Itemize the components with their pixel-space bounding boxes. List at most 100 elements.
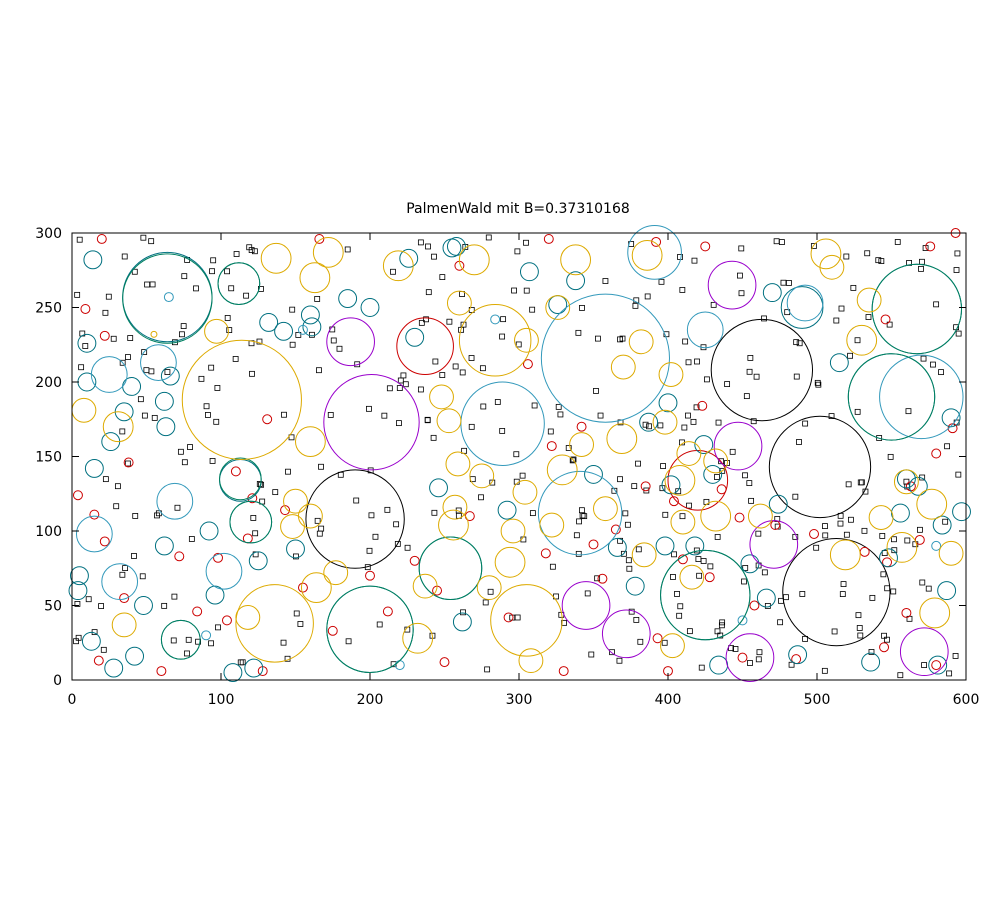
tree-circle bbox=[560, 244, 592, 276]
tree-marker bbox=[879, 533, 886, 539]
tree-marker bbox=[549, 563, 556, 570]
tree-circle bbox=[300, 572, 332, 604]
tree-marker bbox=[555, 403, 562, 410]
tree-marker bbox=[642, 421, 649, 428]
tree-circle bbox=[326, 317, 375, 367]
tree-marker bbox=[396, 385, 403, 391]
tree-circle bbox=[205, 585, 225, 605]
tree-circle bbox=[694, 435, 714, 455]
tree-circle bbox=[283, 488, 308, 514]
tree-marker bbox=[149, 281, 156, 288]
tree-circle bbox=[101, 563, 139, 601]
tree-marker bbox=[293, 610, 300, 617]
tree-marker bbox=[487, 588, 494, 595]
tree-circle bbox=[70, 566, 89, 586]
tree-marker bbox=[250, 515, 257, 521]
tree-marker bbox=[394, 540, 401, 547]
tree-marker bbox=[747, 355, 754, 361]
tree-marker bbox=[74, 291, 81, 298]
tree-circle bbox=[134, 596, 153, 615]
tree-marker bbox=[105, 293, 112, 300]
tree-marker bbox=[213, 418, 220, 425]
tree-marker bbox=[690, 418, 697, 425]
tree-marker bbox=[696, 572, 703, 579]
tree-circle bbox=[382, 250, 414, 282]
tree-marker bbox=[318, 525, 325, 532]
tree-marker bbox=[215, 624, 221, 631]
tree-marker bbox=[631, 483, 638, 490]
tree-circle bbox=[561, 581, 611, 630]
x-tick-label: 400 bbox=[655, 692, 682, 708]
tree-marker bbox=[432, 358, 439, 365]
tree-marker bbox=[141, 349, 148, 355]
tree-marker bbox=[125, 354, 131, 360]
tree-circle bbox=[546, 441, 557, 452]
tree-circle bbox=[460, 381, 545, 466]
tree-marker bbox=[588, 651, 595, 658]
tree-circle bbox=[518, 648, 544, 674]
tree-marker bbox=[662, 511, 669, 518]
tree-marker bbox=[198, 375, 205, 382]
tree-marker bbox=[293, 553, 299, 560]
tree-circle bbox=[932, 515, 952, 535]
tree-circle bbox=[439, 657, 450, 668]
tree-marker bbox=[788, 661, 795, 668]
tree-marker bbox=[619, 335, 626, 342]
tree-marker bbox=[755, 656, 762, 663]
tree-marker bbox=[468, 423, 475, 430]
tree-circle bbox=[500, 518, 526, 544]
tree-marker bbox=[783, 594, 789, 601]
y-tick-label: 200 bbox=[35, 375, 62, 391]
tree-circle bbox=[710, 318, 814, 422]
tree-circle bbox=[442, 238, 462, 258]
tree-marker bbox=[353, 497, 360, 504]
tree-marker bbox=[478, 494, 484, 501]
tree-circle bbox=[274, 321, 294, 341]
tree-circle bbox=[740, 554, 760, 574]
tree-circle bbox=[762, 283, 782, 303]
tree-circle bbox=[93, 655, 104, 666]
tree-circle bbox=[846, 324, 878, 356]
tree-circle bbox=[302, 317, 322, 337]
tree-circle bbox=[394, 660, 405, 671]
tree-circle bbox=[829, 539, 861, 571]
tree-marker bbox=[205, 412, 211, 418]
tree-circle bbox=[700, 241, 711, 252]
tree-circle bbox=[658, 362, 684, 387]
tree-marker bbox=[484, 666, 491, 673]
tree-marker bbox=[569, 457, 576, 464]
tree-circle bbox=[558, 666, 569, 677]
tree-marker bbox=[127, 335, 134, 341]
tree-marker bbox=[694, 358, 700, 365]
tree-circle bbox=[660, 633, 685, 659]
tree-circle bbox=[154, 391, 174, 411]
tree-marker bbox=[110, 335, 117, 342]
tree-marker bbox=[281, 411, 287, 418]
tree-marker bbox=[344, 246, 351, 253]
y-tick-label: 0 bbox=[53, 673, 62, 689]
tree-circle bbox=[402, 622, 434, 654]
tree-marker bbox=[644, 293, 651, 300]
tree-marker bbox=[780, 279, 787, 286]
tree-circle bbox=[81, 631, 101, 651]
tree-circle bbox=[655, 536, 675, 556]
tree-marker bbox=[132, 513, 139, 519]
tree-circle bbox=[627, 225, 682, 280]
tree-circle bbox=[429, 478, 448, 498]
y-tick-label: 50 bbox=[44, 599, 62, 615]
tree-marker bbox=[239, 659, 246, 666]
tree-marker bbox=[933, 301, 940, 308]
tree-circle bbox=[494, 546, 526, 578]
tree-marker bbox=[584, 590, 591, 597]
tree-circle bbox=[919, 597, 951, 629]
tree-marker bbox=[796, 340, 803, 347]
tree-marker bbox=[76, 236, 83, 243]
tree-marker bbox=[894, 239, 901, 245]
tree-circle bbox=[937, 581, 957, 601]
tree-circle bbox=[931, 448, 942, 459]
tree-marker bbox=[249, 370, 255, 377]
axes: 0 100 200 300 400 500 600 0 50 100 150 200 250 300 bbox=[35, 226, 979, 708]
tree-marker bbox=[718, 458, 725, 465]
tree-marker bbox=[390, 268, 396, 275]
tree-marker bbox=[839, 591, 846, 597]
